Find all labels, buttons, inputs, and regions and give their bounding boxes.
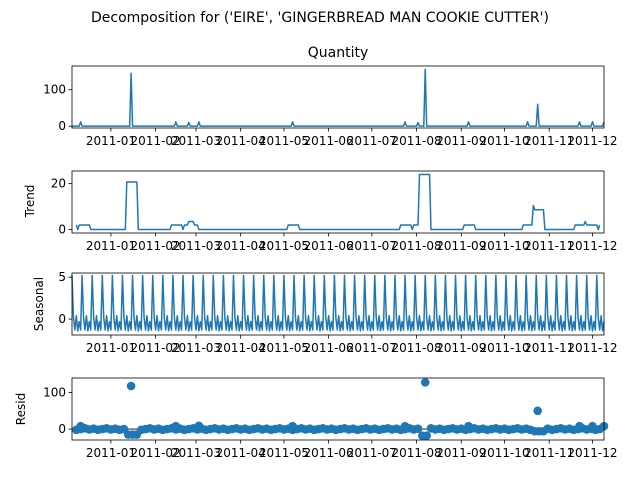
panel-resid-ylabel: Resid — [14, 393, 28, 425]
panel-trend-y-axis: 0 20 — [51, 177, 72, 237]
resid-point-outlier-2 — [533, 406, 542, 416]
panel-observed-xtick-label-4: 2011-05 — [259, 134, 309, 148]
panel-trend-ytick-label-0: 0 — [58, 223, 66, 237]
panel-trend-xtick-label-2: 2011-03 — [171, 239, 221, 253]
panel-trend-marks — [75, 173, 601, 231]
observed-line — [72, 68, 605, 127]
panel-observed-ytick-label-1: 100 — [43, 83, 66, 97]
panel-trend-frame — [71, 170, 605, 234]
resid-point-outlier-9 — [575, 421, 584, 431]
panel-observed-xtick-label-1: 2011-02 — [131, 134, 181, 148]
panel-seasonal-xtick-label-5: 2011-06 — [304, 341, 354, 355]
panel-seasonal: Seasonal 05 2011-012011-022011-032011-04… — [32, 270, 618, 355]
panel-resid-marks — [72, 378, 609, 440]
panel-resid-xtick-label-10: 2011-11 — [524, 446, 574, 460]
panel-observed-xtick-label-3: 2011-04 — [216, 134, 266, 148]
panel-resid-x-axis: 2011-012011-022011-032011-042011-052011-… — [86, 440, 618, 460]
panel-trend: Trend 020 2011-012011-022011-032011-0420… — [23, 170, 618, 253]
panel-observed-frame — [71, 65, 605, 129]
panel-observed-xtick-label-7: 2011-08 — [392, 134, 442, 148]
resid-point-outlier-4 — [171, 421, 181, 431]
resid-point-outlier-3 — [76, 421, 85, 431]
panel-seasonal-xtick-label-1: 2011-02 — [131, 341, 181, 355]
panel-seasonal-xtick-label-11: 2011-12 — [567, 341, 617, 355]
resid-point-outlier-7 — [400, 421, 410, 431]
panel-seasonal-y-axis: 05 — [58, 270, 72, 326]
panel-resid-ytick-label-0: 0 — [58, 422, 66, 436]
panel-observed-xtick-label-8: 2011-09 — [436, 134, 486, 148]
panel-trend-xtick-label-9: 2011-10 — [479, 239, 529, 253]
panel-resid-xtick-label-6: 2011-07 — [347, 446, 397, 460]
panel-resid-xtick-label-4: 2011-05 — [259, 446, 309, 460]
panel-trend-xtick-label-10: 2011-11 — [524, 239, 574, 253]
panel-trend-ytick-label-1: 20 — [51, 177, 66, 191]
panel-resid-xtick-label-7: 2011-08 — [392, 446, 442, 460]
panel-resid-xtick-label-8: 2011-09 — [436, 446, 486, 460]
panel-resid-y-axis: 0 100 — [43, 386, 72, 436]
panel-resid-xtick-label-9: 2011-10 — [479, 446, 529, 460]
panel-trend-x-axis: 2011-012011-022011-032011-042011-052011-… — [86, 233, 618, 253]
panel-trend-ylabel: Trend — [23, 185, 37, 219]
panel-observed-title: Quantity — [308, 45, 369, 61]
resid-point-outlier-1 — [420, 378, 430, 387]
panel-seasonal-xtick-label-6: 2011-07 — [347, 341, 397, 355]
panel-observed-xtick-label-0: 2011-01 — [86, 134, 136, 148]
panel-observed-xtick-label-11: 2011-12 — [567, 134, 617, 148]
seasonal-line — [71, 274, 605, 332]
resid-point — [413, 424, 423, 433]
panel-trend-xtick-label-8: 2011-09 — [436, 239, 486, 253]
panel-seasonal-marks — [71, 274, 605, 332]
resid-point-outlier-8 — [464, 421, 473, 431]
panel-trend-xtick-label-7: 2011-08 — [392, 239, 442, 253]
panel-seasonal-xtick-label-4: 2011-05 — [259, 341, 309, 355]
panel-resid-xtick-label-0: 2011-01 — [86, 446, 136, 460]
panel-observed-xtick-label-9: 2011-10 — [479, 134, 529, 148]
panel-seasonal-xtick-label-8: 2011-09 — [436, 341, 486, 355]
panel-observed-ytick-label-0: 0 — [58, 119, 66, 133]
resid-point-outlier-10 — [588, 421, 597, 431]
panel-resid-xtick-label-11: 2011-12 — [567, 446, 617, 460]
resid-point — [422, 431, 431, 440]
panel-seasonal-xtick-label-0: 2011-01 — [86, 341, 136, 355]
panel-trend-xtick-label-11: 2011-12 — [567, 239, 617, 253]
panel-observed-y-axis: 0 100 — [43, 83, 72, 133]
panel-trend-xtick-label-0: 2011-01 — [86, 239, 136, 253]
panel-resid-ytick-label-1: 100 — [43, 386, 66, 400]
resid-point-outlier-6 — [288, 421, 297, 431]
panel-seasonal-frame — [71, 272, 605, 336]
figure-title: Decomposition for ('EIRE', 'GINGERBREAD … — [91, 10, 549, 26]
panel-trend-xtick-label-4: 2011-05 — [259, 239, 309, 253]
panel-resid-xtick-label-5: 2011-06 — [304, 446, 354, 460]
panel-trend-xtick-label-6: 2011-07 — [347, 239, 397, 253]
panel-seasonal-xtick-label-2: 2011-03 — [171, 341, 221, 355]
panel-seasonal-x-axis: 2011-012011-022011-032011-042011-052011-… — [86, 335, 618, 355]
panel-seasonal-xtick-label-7: 2011-08 — [392, 341, 442, 355]
panel-resid-xtick-label-1: 2011-02 — [131, 446, 181, 460]
panel-resid-frame — [71, 377, 605, 441]
panel-observed-marks — [72, 68, 605, 127]
panel-seasonal-ytick-label-0: 0 — [58, 312, 66, 326]
resid-point-outlier-0 — [126, 381, 136, 391]
panel-resid-xtick-label-3: 2011-04 — [216, 446, 266, 460]
panel-observed-xtick-label-2: 2011-03 — [171, 134, 221, 148]
trend-line — [75, 173, 601, 231]
panel-observed-x-axis: 2011-012011-022011-032011-042011-052011-… — [86, 128, 618, 148]
panel-seasonal-xtick-label-10: 2011-11 — [524, 341, 574, 355]
panel-observed-xtick-label-5: 2011-06 — [304, 134, 354, 148]
panel-seasonal-xtick-label-3: 2011-04 — [216, 341, 266, 355]
panel-observed-xtick-label-6: 2011-07 — [347, 134, 397, 148]
panel-trend-xtick-label-5: 2011-06 — [304, 239, 354, 253]
resid-point-outlier-5 — [194, 421, 204, 431]
panel-seasonal-ylabel: Seasonal — [32, 277, 46, 331]
panel-seasonal-xtick-label-9: 2011-10 — [479, 341, 529, 355]
panel-seasonal-ytick-label-1: 5 — [58, 270, 66, 284]
panel-observed-xtick-label-10: 2011-11 — [524, 134, 574, 148]
panel-resid-xtick-label-2: 2011-03 — [171, 446, 221, 460]
panel-trend-xtick-label-1: 2011-02 — [131, 239, 181, 253]
panel-trend-xtick-label-3: 2011-04 — [216, 239, 266, 253]
